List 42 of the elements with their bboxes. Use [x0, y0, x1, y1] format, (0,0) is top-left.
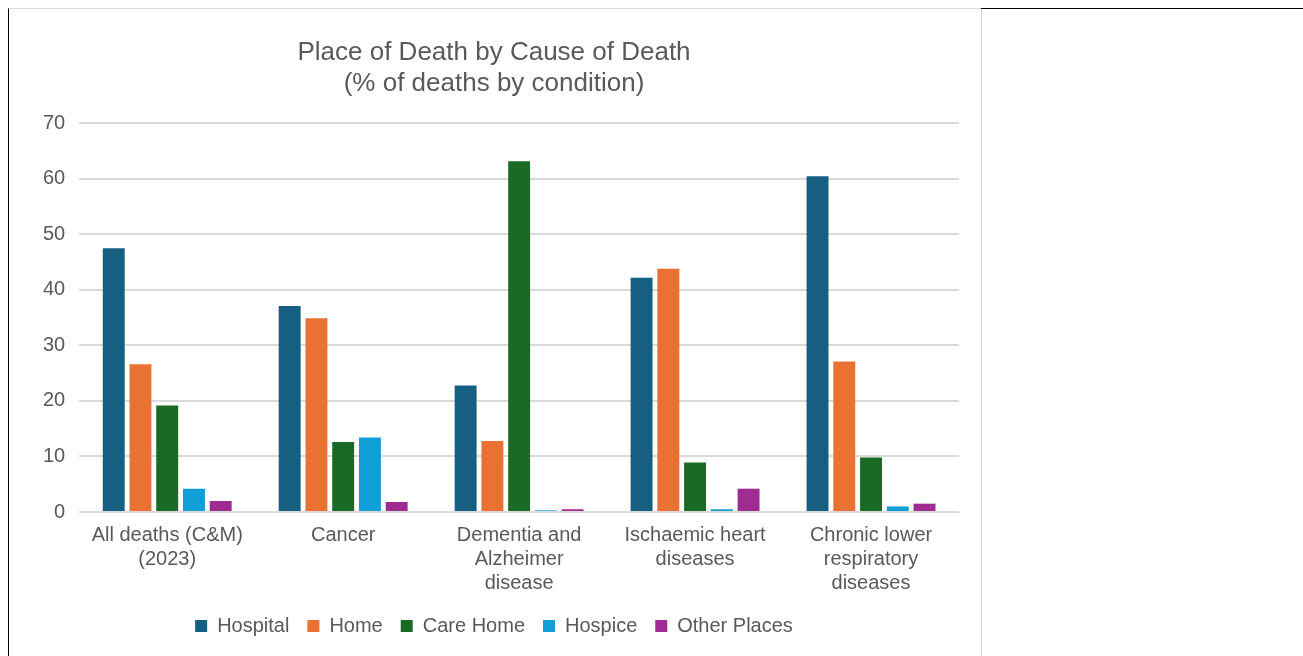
y-tick-label: 50 — [43, 221, 66, 244]
bar — [657, 268, 680, 511]
x-tick-label: Ischaemic heart diseases — [624, 522, 767, 569]
bar — [886, 506, 909, 511]
y-tick-label: 70 — [43, 110, 66, 133]
legend-label: Care Home — [422, 613, 526, 636]
bar — [102, 248, 125, 511]
bar — [454, 385, 477, 511]
y-tick-label: 40 — [43, 277, 66, 300]
chart-subtitle: (% of deaths by condition) — [343, 66, 645, 97]
y-tick-label: 20 — [43, 388, 66, 411]
bar — [183, 488, 205, 511]
bar — [737, 488, 760, 511]
bar — [508, 161, 531, 511]
bar — [481, 440, 504, 511]
bar — [156, 405, 179, 511]
y-tick-label: 30 — [43, 332, 66, 355]
legend-label: Other Places — [677, 613, 793, 636]
x-tick-label: Chronic lower respiratory diseases — [809, 522, 933, 593]
x-tick-label: All deaths (C&M) (2023) — [91, 522, 243, 569]
y-tick-label: 0 — [54, 499, 66, 522]
y-tick-label: 60 — [43, 166, 66, 189]
bar — [385, 502, 408, 511]
legend-label: Hospital — [217, 613, 290, 636]
legend-label: Hospice — [565, 613, 638, 636]
bar — [305, 318, 328, 511]
bar — [358, 437, 381, 511]
y-tick-label: 10 — [43, 444, 66, 466]
bar — [684, 462, 707, 511]
bar — [630, 277, 653, 511]
bar — [833, 361, 856, 511]
bar — [278, 306, 301, 511]
bar — [806, 176, 829, 511]
bar — [129, 364, 152, 511]
chart-title: Place of Death by Cause of Death — [297, 35, 691, 66]
bar — [860, 457, 882, 511]
legend-label: Home — [329, 613, 383, 636]
bar — [209, 500, 232, 511]
bar — [332, 442, 355, 511]
x-tick-label: Dementia and Alzheimer disease — [456, 522, 582, 593]
bar — [913, 503, 936, 511]
x-tick-label: Cancer — [310, 522, 376, 545]
